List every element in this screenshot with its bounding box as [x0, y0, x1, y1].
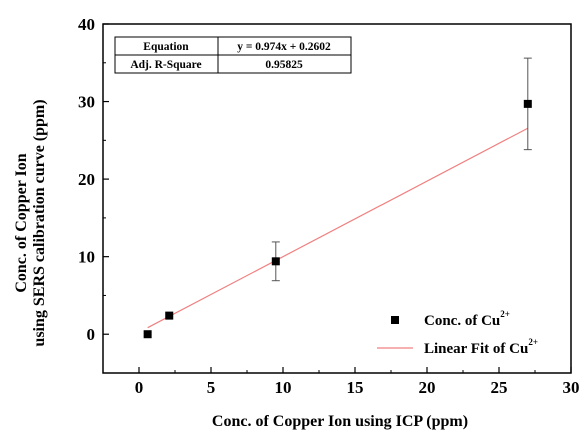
y-tick-label: 30: [78, 93, 95, 112]
stats-r-square-label: Adj. R-Square: [130, 59, 201, 71]
stats-equation-value: y = 0.974x + 0.2602: [237, 41, 331, 53]
data-point: [165, 311, 174, 320]
x-axis-ticks: 0 5 10 15 20 25 30: [135, 367, 580, 397]
x-tick-label: 15: [347, 378, 364, 397]
x-tick-label: 0: [135, 378, 144, 397]
stats-r-square-value: 0.95825: [265, 59, 303, 71]
y-tick-label: 40: [78, 15, 95, 34]
data-point: [143, 330, 152, 339]
fit-line-group: [147, 127, 529, 329]
data-point: [271, 257, 280, 266]
legend: Conc. of Cu2+ Linear Fit of Cu2+: [377, 309, 538, 357]
fit-line: [147, 127, 529, 329]
y-axis-title-line-2: using SERS calibration curve (ppm): [31, 99, 48, 346]
x-tick-label: 5: [207, 378, 216, 397]
x-axis-title: Conc. of Copper Ion using ICP (ppm): [212, 413, 468, 430]
error-bars: [271, 57, 532, 282]
data-points: [143, 99, 532, 339]
legend-label-data: Conc. of Cu2+: [424, 309, 510, 329]
stats-table: Equation y = 0.974x + 0.2602 Adj. R-Squa…: [114, 36, 352, 74]
x-tick-label: 30: [563, 378, 580, 397]
y-tick-label: 10: [78, 248, 95, 267]
y-axis-ticks: 0 10 20 30 40: [78, 15, 109, 344]
y-tick-label: 20: [78, 170, 95, 189]
plot-frame: [102, 23, 572, 374]
y-axis-title-line-1: Conc. of Copper Ion: [13, 153, 30, 292]
legend-label-fit: Linear Fit of Cu2+: [424, 337, 538, 357]
x-tick-label: 25: [491, 378, 508, 397]
axes: [102, 23, 572, 374]
stats-equation-label: Equation: [143, 41, 189, 53]
data-point: [523, 99, 532, 108]
legend-marker-square: [391, 316, 399, 324]
x-tick-label: 10: [275, 378, 292, 397]
x-tick-label: 20: [419, 378, 436, 397]
y-tick-label: 0: [87, 325, 96, 344]
